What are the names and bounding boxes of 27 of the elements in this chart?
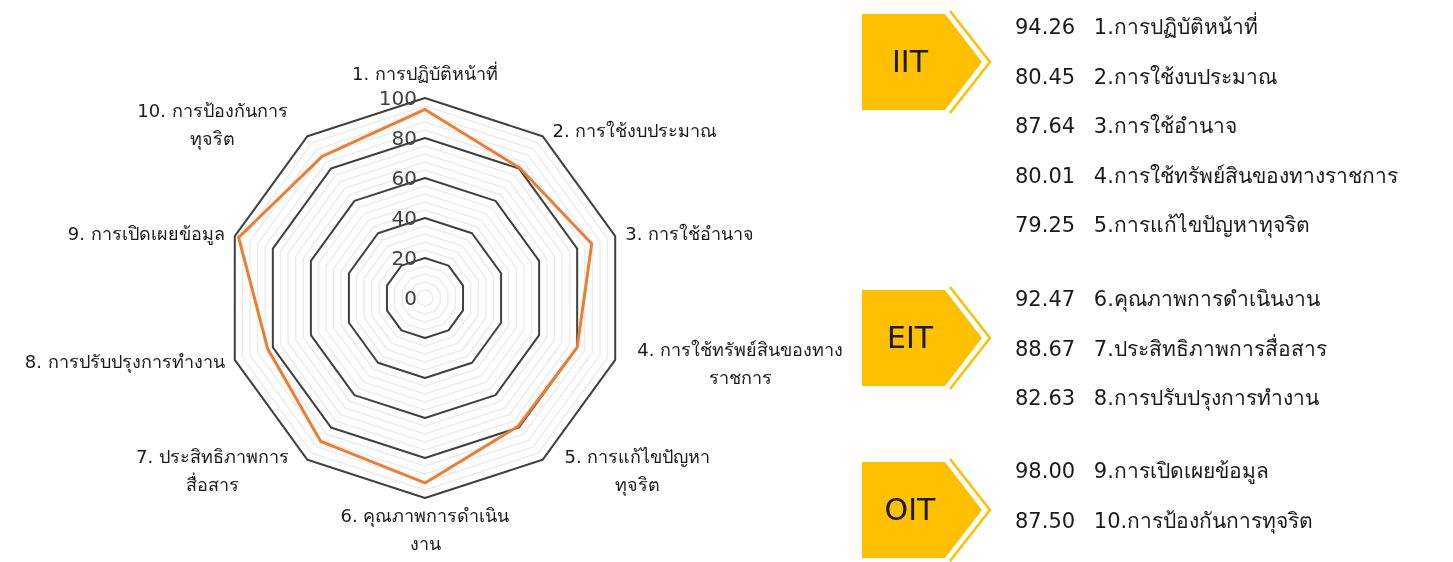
y-tick-label: 60: [391, 166, 417, 190]
text: 82.63 8.การปรับปรุงการทำงาน: [1015, 385, 1319, 411]
spoke-label: 3. การใช้อำนาจ: [625, 222, 755, 247]
text: 92.47 6.คุณภาพการดำเนินงาน: [1015, 286, 1320, 312]
y-tick-label: 100: [378, 86, 417, 110]
text: 80.01 4.การใช้ทรัพย์สินของทางราชการ: [1015, 162, 1398, 189]
spoke-label: 4. การใช้ทรัพย์สินของทางราชการ: [636, 338, 845, 391]
text: 87.64 3.การใช้อำนาจ: [1015, 113, 1237, 139]
spoke-label: 8. การปรับปรุงการทำงาน: [24, 349, 225, 375]
y-tick-label: 0: [404, 286, 417, 310]
spoke-label: 6. คุณภาพการดำเนินงาน: [340, 504, 510, 556]
text: 79.25 5.การแก้ไขปัญหาทุจริต: [1015, 212, 1310, 238]
y-tick-label: 80: [391, 126, 417, 150]
text: 94.26 1.การปฏิบัติหน้าที่: [1015, 14, 1258, 40]
spoke-label: 10. การป้องกันการทุจริต: [136, 98, 289, 152]
text: IIT: [891, 44, 930, 79]
spoke-label: 7. ประสิทธิภาพการสื่อสาร: [135, 445, 290, 498]
spoke-label: 5. การแก้ไขปัญหาทุจริต: [563, 445, 712, 498]
text: EIT: [885, 320, 935, 355]
text: 87.50 10.การป้องกันการทุจริต: [1015, 507, 1314, 534]
text: OIT: [883, 492, 937, 527]
spoke-label: 2. การใช้งบประมาณ: [552, 118, 718, 143]
text: 98.00 9.การเปิดเผยข้อมูล: [1015, 458, 1269, 484]
spoke-label: 1. การปฏิบัติหน้าที่: [352, 63, 498, 84]
text: 80.45 2.การใช้งบประมาณ: [1015, 63, 1277, 90]
text: 88.67 7.ประสิทธิภาพการสื่อสาร: [1015, 335, 1327, 362]
spoke-label: 9. การเปิดเผยข้อมูล: [67, 222, 225, 247]
